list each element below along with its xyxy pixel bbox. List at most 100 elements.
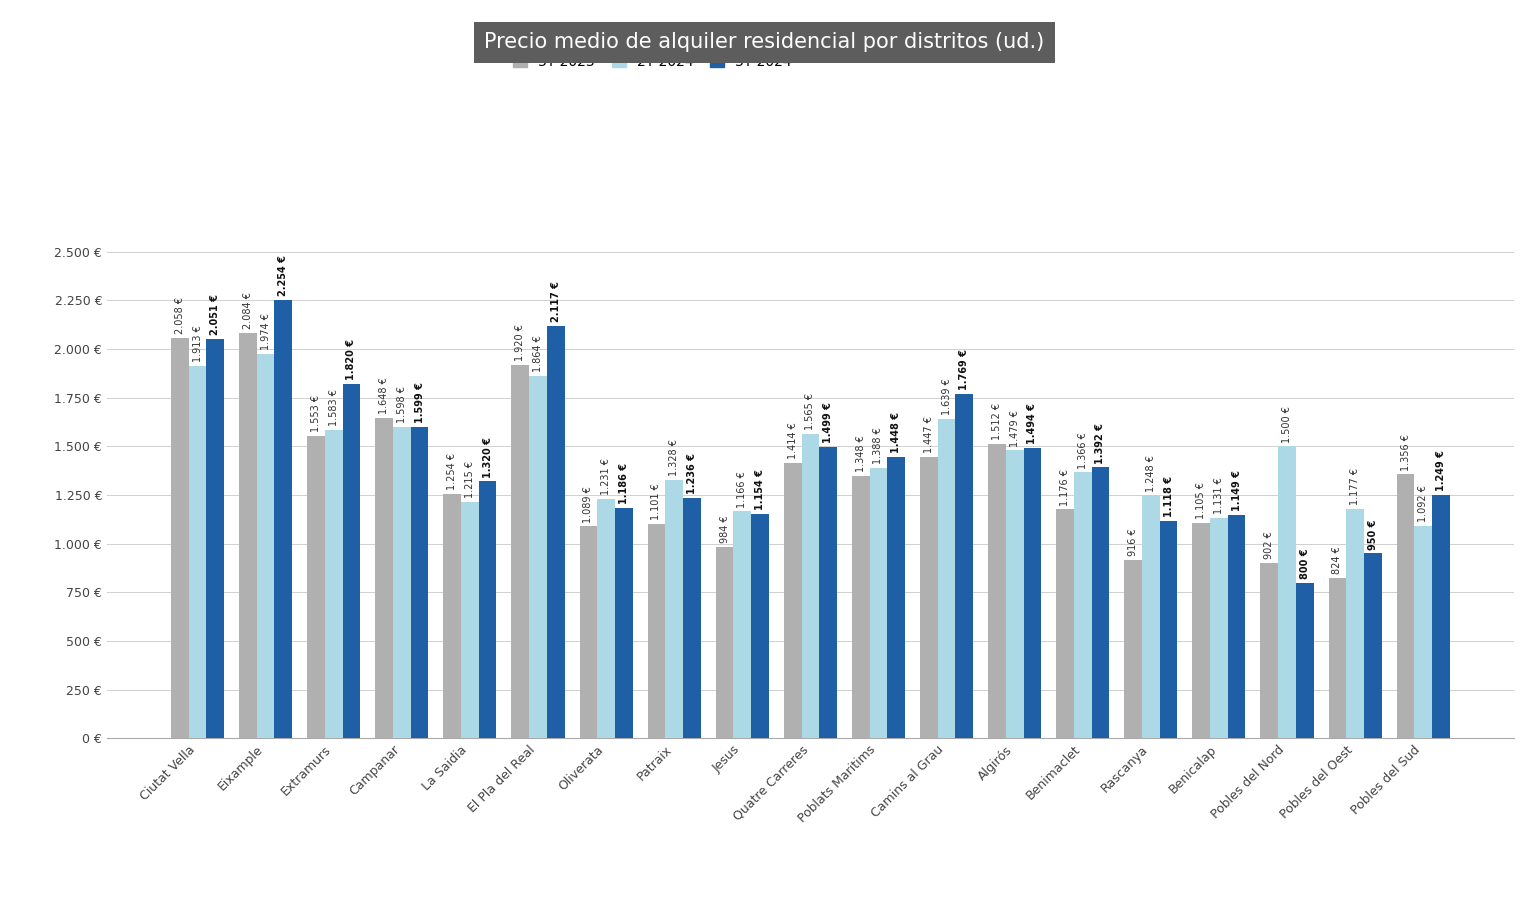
- Text: 1.500 €: 1.500 €: [1281, 405, 1292, 442]
- Bar: [1396, 474, 1414, 738]
- Text: 1.101 €: 1.101 €: [651, 484, 662, 521]
- Bar: [1023, 448, 1041, 738]
- Text: 1.565 €: 1.565 €: [806, 393, 815, 430]
- Text: 1.176 €: 1.176 €: [1060, 469, 1070, 506]
- Bar: [324, 430, 342, 738]
- Text: 2.051 €: 2.051 €: [209, 294, 220, 335]
- Text: 1.328 €: 1.328 €: [670, 439, 679, 476]
- Bar: [615, 508, 633, 738]
- Bar: [1414, 526, 1433, 738]
- Bar: [598, 498, 615, 738]
- Text: 824 €: 824 €: [1332, 546, 1342, 574]
- Bar: [1228, 515, 1246, 738]
- Bar: [275, 300, 292, 738]
- Text: 1.448 €: 1.448 €: [891, 412, 901, 452]
- Bar: [375, 417, 393, 738]
- Bar: [937, 419, 956, 738]
- Bar: [956, 394, 972, 738]
- Bar: [1278, 447, 1297, 738]
- Text: 1.348 €: 1.348 €: [856, 436, 865, 472]
- Bar: [1364, 554, 1382, 738]
- Text: 2.254 €: 2.254 €: [278, 255, 289, 295]
- Text: 1.248 €: 1.248 €: [1145, 455, 1156, 492]
- Bar: [1073, 473, 1092, 738]
- Legend: 3T 2023, 2T 2024, 3T 2024: 3T 2023, 2T 2024, 3T 2024: [508, 50, 797, 75]
- Text: Precio medio de alquiler residencial por distritos (ud.): Precio medio de alquiler residencial por…: [485, 32, 1044, 53]
- Bar: [1329, 578, 1346, 738]
- Bar: [257, 354, 275, 738]
- Bar: [547, 327, 564, 738]
- Text: 902 €: 902 €: [1264, 531, 1274, 559]
- Text: 1.186 €: 1.186 €: [619, 462, 628, 504]
- Bar: [870, 468, 887, 738]
- Bar: [462, 502, 479, 738]
- Bar: [443, 495, 462, 738]
- Text: 1.236 €: 1.236 €: [687, 453, 697, 494]
- Bar: [988, 444, 1006, 738]
- Text: 1.494 €: 1.494 €: [1027, 402, 1037, 444]
- Text: 984 €: 984 €: [720, 515, 729, 543]
- Text: 1.166 €: 1.166 €: [737, 471, 748, 508]
- Bar: [393, 427, 411, 738]
- Bar: [1159, 521, 1177, 738]
- Bar: [342, 384, 361, 738]
- Bar: [479, 482, 497, 738]
- Text: 1.154 €: 1.154 €: [755, 469, 764, 509]
- Bar: [852, 476, 870, 738]
- Bar: [511, 365, 529, 738]
- Text: 916 €: 916 €: [1128, 529, 1138, 557]
- Text: 1.131 €: 1.131 €: [1214, 477, 1223, 514]
- Text: 1.820 €: 1.820 €: [347, 340, 356, 380]
- Bar: [1092, 467, 1110, 738]
- Text: 1.105 €: 1.105 €: [1196, 483, 1206, 520]
- Text: 1.414 €: 1.414 €: [787, 423, 798, 460]
- Text: 1.499 €: 1.499 €: [823, 402, 833, 443]
- Bar: [1209, 518, 1228, 738]
- Text: 2.117 €: 2.117 €: [550, 282, 561, 322]
- Text: 1.149 €: 1.149 €: [1232, 470, 1242, 510]
- Text: 1.512 €: 1.512 €: [992, 403, 1001, 440]
- Text: 1.648 €: 1.648 €: [379, 377, 388, 414]
- Bar: [751, 514, 769, 738]
- Bar: [1193, 523, 1209, 738]
- Text: 1.089 €: 1.089 €: [584, 485, 593, 522]
- Text: 1.553 €: 1.553 €: [310, 395, 321, 432]
- Bar: [1433, 496, 1449, 738]
- Text: 1.974 €: 1.974 €: [260, 313, 271, 350]
- Bar: [239, 332, 257, 738]
- Bar: [665, 480, 683, 738]
- Bar: [529, 376, 547, 738]
- Text: 1.392 €: 1.392 €: [1095, 423, 1105, 463]
- Text: 1.913 €: 1.913 €: [193, 325, 202, 362]
- Bar: [920, 457, 937, 738]
- Bar: [1260, 563, 1278, 738]
- Text: 1.447 €: 1.447 €: [924, 416, 934, 453]
- Text: 1.118 €: 1.118 €: [1164, 476, 1174, 517]
- Text: 1.092 €: 1.092 €: [1419, 485, 1428, 521]
- Bar: [887, 457, 905, 738]
- Text: 1.177 €: 1.177 €: [1350, 468, 1361, 506]
- Text: 1.320 €: 1.320 €: [483, 437, 492, 477]
- Text: 1.479 €: 1.479 €: [1009, 410, 1020, 447]
- Text: 1.388 €: 1.388 €: [873, 427, 884, 464]
- Text: 1.366 €: 1.366 €: [1078, 432, 1087, 469]
- Text: 1.599 €: 1.599 €: [414, 382, 425, 424]
- Text: 1.249 €: 1.249 €: [1436, 450, 1446, 491]
- Bar: [1124, 560, 1142, 738]
- Bar: [1057, 509, 1073, 738]
- Bar: [784, 463, 801, 738]
- Text: 1.598 €: 1.598 €: [398, 387, 407, 424]
- Bar: [188, 366, 206, 738]
- Bar: [1297, 582, 1313, 738]
- Text: 1.769 €: 1.769 €: [959, 349, 969, 390]
- Bar: [579, 526, 598, 738]
- Bar: [683, 497, 700, 738]
- Bar: [820, 447, 836, 738]
- Bar: [411, 427, 428, 738]
- Text: 1.864 €: 1.864 €: [534, 335, 543, 372]
- Bar: [1006, 450, 1023, 738]
- Text: 1.356 €: 1.356 €: [1401, 434, 1411, 471]
- Bar: [206, 339, 225, 738]
- Text: 2.084 €: 2.084 €: [243, 292, 252, 329]
- Bar: [171, 338, 188, 738]
